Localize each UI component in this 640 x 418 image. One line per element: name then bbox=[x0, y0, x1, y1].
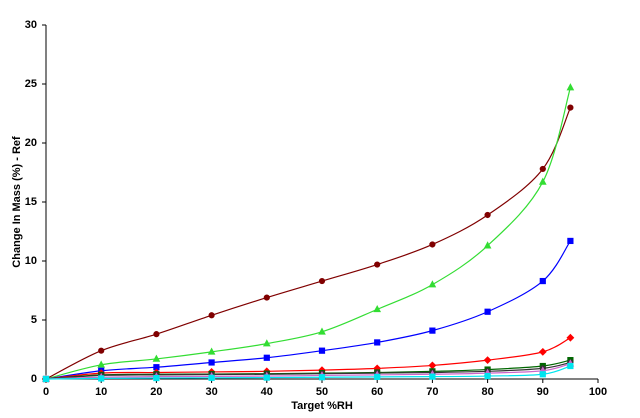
marker bbox=[429, 241, 436, 248]
marker bbox=[567, 237, 574, 245]
x-tick-label: 90 bbox=[537, 386, 549, 398]
marker bbox=[97, 360, 106, 368]
marker bbox=[374, 261, 381, 268]
marker bbox=[318, 374, 326, 381]
marker bbox=[207, 347, 216, 355]
x-tick-label: 10 bbox=[95, 386, 107, 398]
marker bbox=[428, 280, 437, 288]
marker bbox=[484, 211, 491, 219]
marker bbox=[566, 333, 575, 342]
marker bbox=[484, 308, 491, 315]
marker bbox=[538, 347, 547, 356]
marker bbox=[429, 373, 436, 380]
marker bbox=[153, 374, 160, 382]
marker bbox=[208, 359, 215, 366]
y-tick-label: 30 bbox=[25, 19, 37, 31]
marker bbox=[98, 347, 105, 354]
marker bbox=[98, 375, 105, 382]
y-tick-label: 0 bbox=[31, 373, 37, 385]
marker bbox=[263, 354, 270, 361]
marker bbox=[374, 373, 381, 380]
marker bbox=[263, 294, 270, 301]
marker bbox=[153, 331, 160, 338]
marker bbox=[208, 312, 215, 319]
x-tick-label: 80 bbox=[481, 386, 493, 398]
marker bbox=[262, 339, 271, 347]
x-tick-label: 20 bbox=[150, 386, 162, 398]
x-tick-label: 40 bbox=[261, 386, 273, 398]
x-axis-label: Target %RH bbox=[291, 400, 353, 412]
marker bbox=[483, 241, 492, 249]
y-tick-label: 10 bbox=[25, 255, 37, 267]
y-axis-label: Change In Mass (%) - Ref bbox=[11, 136, 23, 268]
marker bbox=[567, 104, 574, 111]
marker bbox=[318, 327, 326, 335]
x-tick-label: 100 bbox=[589, 386, 607, 398]
marker bbox=[539, 371, 546, 378]
marker bbox=[318, 347, 326, 354]
series-line bbox=[45, 240, 571, 380]
marker bbox=[483, 356, 492, 365]
marker bbox=[208, 374, 215, 381]
marker bbox=[374, 339, 381, 346]
y-tick-label: 15 bbox=[25, 196, 37, 208]
marker bbox=[538, 177, 547, 185]
marker bbox=[484, 372, 491, 380]
marker bbox=[539, 277, 546, 285]
y-tick-label: 20 bbox=[25, 137, 37, 149]
marker bbox=[373, 305, 382, 313]
marker bbox=[429, 327, 436, 334]
marker bbox=[42, 375, 50, 383]
x-tick-label: 0 bbox=[43, 386, 49, 398]
marker bbox=[566, 83, 575, 91]
marker bbox=[567, 362, 574, 370]
x-tick-label: 30 bbox=[205, 386, 217, 398]
x-tick-label: 50 bbox=[316, 386, 328, 398]
y-tick-label: 25 bbox=[25, 78, 37, 90]
marker bbox=[263, 374, 270, 381]
series-line bbox=[45, 87, 571, 380]
x-tick-label: 70 bbox=[426, 386, 438, 398]
series-line bbox=[45, 107, 571, 380]
y-tick-label: 5 bbox=[31, 314, 37, 326]
marker bbox=[152, 354, 161, 362]
marker bbox=[539, 165, 546, 173]
x-tick-label: 60 bbox=[371, 386, 383, 398]
marker bbox=[428, 361, 437, 370]
marker bbox=[318, 277, 326, 285]
